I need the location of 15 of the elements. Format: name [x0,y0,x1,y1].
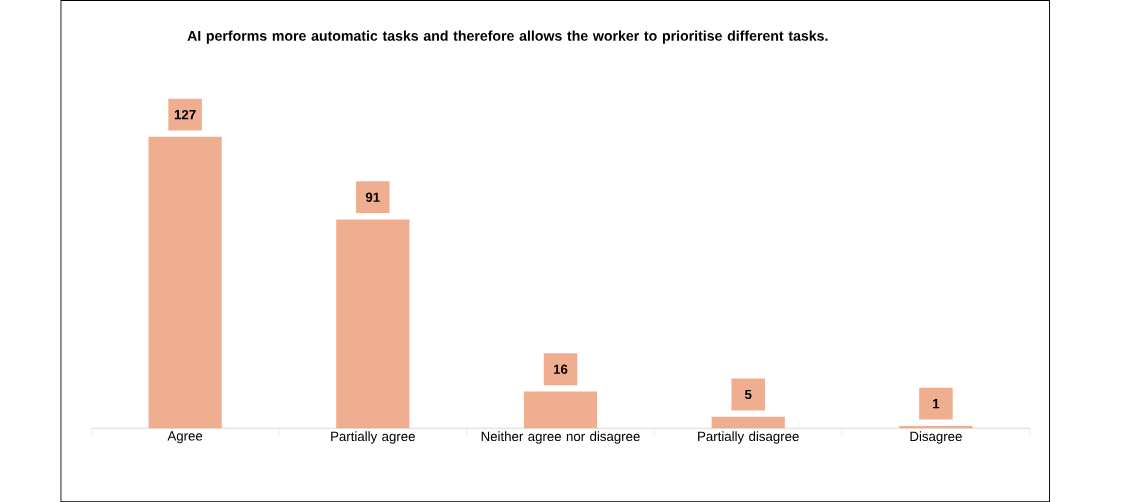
data-label: 16 [553,364,568,374]
x-tick-label: Partially disagree [698,431,799,444]
bar [336,219,410,429]
data-label: 91 [365,192,380,202]
data-label: 5 [744,389,752,399]
bar [523,391,598,429]
bar [711,416,785,429]
x-tick-label: Partially agree [331,431,415,444]
data-label: 1 [933,398,940,409]
data-label: 127 [174,109,196,120]
chart-title: AI performs more automatic tasks and therefore allows the worker to prioritise different tasks. [187,30,828,44]
x-tick-label: Agree [167,431,203,444]
x-tick-label: Neither agree nor disagree [481,431,640,444]
x-tick-label: Disagree [910,431,962,444]
bar [148,136,222,429]
